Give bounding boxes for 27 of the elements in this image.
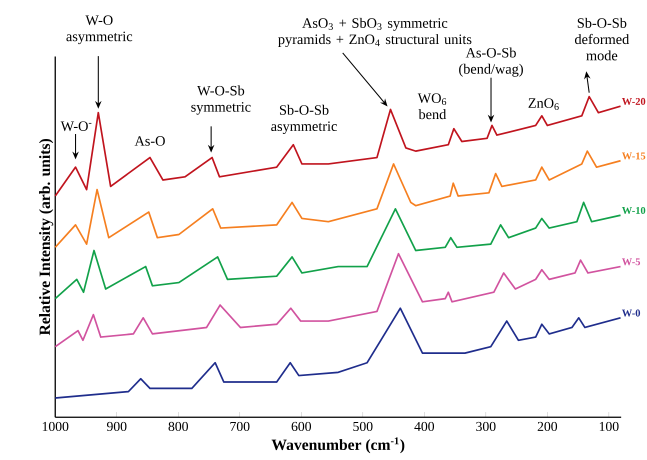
x-tick-label: 200 — [538, 422, 558, 431]
x-tick-label: 600 — [292, 422, 312, 431]
x-tick-label: 400 — [414, 422, 434, 431]
series-label: W-20 — [622, 98, 646, 105]
annotation: Sb-O-Sb deformed mode — [574, 18, 630, 60]
x-tick-label: 900 — [106, 422, 126, 431]
x-tick-label: 300 — [476, 422, 496, 431]
annotation: AsO$_{3}$ + SbO$_{3}$ symmetric pyramids + ZnO$_{4}$ structural units — [278, 18, 472, 47]
annotation: As-O-Sb (bend/wag) — [459, 47, 523, 77]
x-tick-label: 100 — [600, 422, 619, 431]
series-label: W-10 — [622, 206, 646, 214]
annotation: Sb-O-Sb asymmetric — [271, 104, 337, 134]
annotation: W-O$^{-}$ — [60, 121, 92, 131]
x-axis-title: Wavenumber (cm$^{-1}$) — [272, 437, 404, 454]
x-tick-label: 800 — [168, 422, 188, 431]
series-label: W-5 — [622, 258, 640, 266]
annotation: WO$_{6}$ bend — [418, 93, 446, 120]
annotation: ZnO$_{6}$ — [528, 98, 559, 110]
x-tick-label: 1000 — [42, 422, 68, 431]
annotation: W-O-Sb symmetric — [191, 85, 251, 115]
y-axis-title: Relative Intensity (arb. units) — [39, 138, 54, 336]
annotation: As-O — [134, 136, 165, 146]
x-tick-label: 500 — [353, 422, 373, 431]
series-label: W-0 — [622, 309, 640, 317]
series-label: W-15 — [622, 152, 646, 160]
annotation: W-O asymmetric — [66, 15, 132, 44]
x-tick-label: 700 — [230, 422, 250, 431]
